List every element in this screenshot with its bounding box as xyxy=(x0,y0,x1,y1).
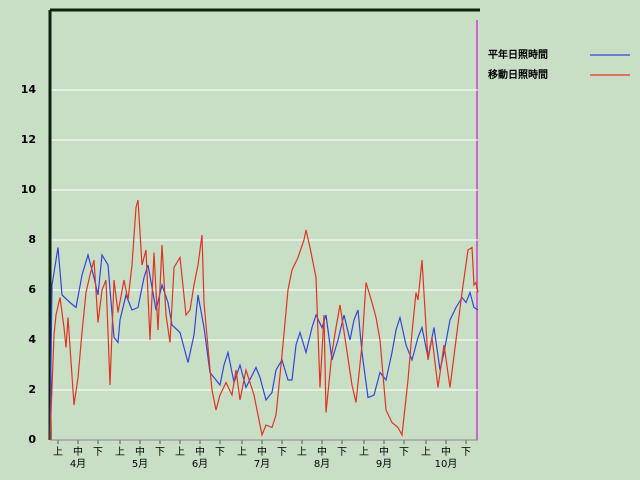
x-tick-label: 上 xyxy=(53,446,63,458)
month-label: 9月 xyxy=(376,458,392,470)
month-label: 5月 xyxy=(132,458,148,470)
y-tick-label: 12 xyxy=(21,133,36,146)
y-tick-label: 14 xyxy=(21,83,37,96)
x-tick-label: 上 xyxy=(359,446,369,458)
y-tick-label: 10 xyxy=(21,183,37,196)
x-tick-label: 上 xyxy=(297,446,307,458)
x-tick-label: 中 xyxy=(73,445,83,458)
x-tick-label: 中 xyxy=(317,445,327,458)
x-tick-label: 下 xyxy=(215,447,225,458)
month-label: 8月 xyxy=(314,458,330,470)
x-tick-label: 中 xyxy=(135,445,145,458)
x-tick-label: 下 xyxy=(155,447,165,458)
y-tick-label: 4 xyxy=(28,333,36,346)
legend-label: 移動日照時間 xyxy=(488,68,548,81)
x-tick-label: 下 xyxy=(461,447,471,458)
x-tick-label: 上 xyxy=(175,446,185,458)
month-label: 6月 xyxy=(192,458,208,470)
x-tick-label: 下 xyxy=(399,447,409,458)
x-tick-label: 上 xyxy=(237,446,247,458)
x-tick-label: 中 xyxy=(257,445,267,458)
y-tick-label: 8 xyxy=(28,233,36,246)
series-line xyxy=(49,199,479,441)
x-tick-label: 中 xyxy=(441,445,451,458)
x-tick-label: 中 xyxy=(379,445,389,458)
x-tick-label: 上 xyxy=(421,446,431,458)
x-tick-label: 下 xyxy=(93,447,103,458)
legend-label: 平年日照時間 xyxy=(488,48,548,61)
y-tick-label: 0 xyxy=(28,433,36,446)
y-tick-label: 2 xyxy=(28,383,36,396)
x-tick-label: 下 xyxy=(337,447,347,458)
month-label: 4月 xyxy=(70,458,86,470)
x-tick-label: 上 xyxy=(115,446,125,458)
x-tick-label: 中 xyxy=(195,445,205,458)
month-label: 7月 xyxy=(254,458,270,470)
y-tick-label: 6 xyxy=(28,283,36,296)
x-tick-label: 下 xyxy=(277,447,287,458)
month-label: 10月 xyxy=(435,458,458,470)
